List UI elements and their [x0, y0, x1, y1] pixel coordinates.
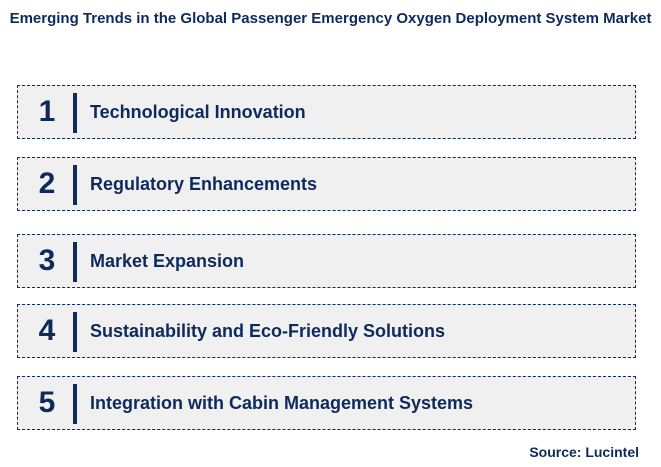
item-label: Market Expansion [90, 250, 245, 271]
item-label: Regulatory Enhancements [90, 173, 318, 194]
divider [73, 93, 77, 133]
divider [73, 312, 77, 352]
item-number: 5 [38, 386, 56, 419]
divider [73, 165, 77, 205]
item-number: 3 [38, 244, 56, 277]
trend-item-5: 5 Integration with Cabin Management Syste… [17, 376, 636, 430]
page-title: Emerging Trends in the Global Passenger … [9, 10, 652, 27]
trend-item-1: 1 Technological Innovation [17, 85, 636, 139]
trend-item-4: 4 Sustainability and Eco-Friendly Solutio… [17, 304, 636, 358]
item-label: Technological Innovation [90, 101, 306, 122]
item-label: Integration with Cabin Management System… [90, 392, 474, 413]
item-number: 4 [38, 314, 56, 347]
divider [73, 384, 77, 424]
trend-item-3: 3 Market Expansion [17, 234, 636, 288]
source-note: Source: Lucintel [529, 444, 639, 460]
divider [73, 242, 77, 282]
item-number: 2 [38, 167, 56, 200]
trend-item-2: 2 Regulatory Enhancements [17, 157, 636, 211]
item-label: Sustainability and Eco-Friendly Solution… [90, 320, 446, 341]
item-number: 1 [38, 95, 56, 128]
